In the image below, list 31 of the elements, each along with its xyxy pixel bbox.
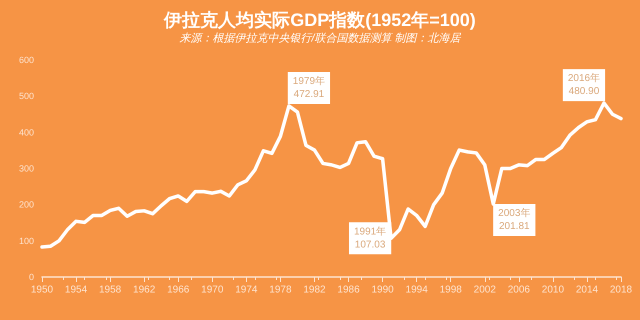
x-tick-label: 1962 (133, 284, 156, 296)
x-tick-label: 1954 (64, 284, 88, 296)
x-tick-label: 1958 (98, 284, 122, 296)
chart-subtitle: 来源：根据伊拉克中央银行/联合国数据测算 制图：北海居 (179, 32, 462, 44)
x-tick-label: 1990 (371, 284, 394, 296)
y-tick-label: 200 (18, 200, 34, 210)
y-tick-label: 0 (28, 272, 34, 282)
x-tick-label: 1994 (406, 284, 428, 296)
x-tick-label: 2014 (576, 284, 598, 296)
x-tick-label: 2018 (610, 284, 633, 296)
annotation: 2016年 480.90 (568, 72, 600, 98)
x-tick-label: 2002 (474, 284, 496, 296)
y-tick-label: 100 (18, 236, 34, 246)
x-tick-label: 1978 (269, 284, 292, 296)
y-tick-label: 500 (18, 91, 34, 102)
x-tick-label: 1998 (440, 284, 462, 296)
x-tick-label: 1966 (167, 284, 190, 296)
annotation: 1979年 472.91 (292, 74, 326, 100)
x-tick-label: 2006 (508, 284, 530, 296)
y-tick-label: 600 (18, 55, 34, 65)
x-tick-label: 1982 (303, 284, 326, 296)
y-tick-label: 300 (18, 164, 34, 174)
x-tick-label: 1970 (201, 284, 224, 296)
x-tick-label: 1950 (30, 284, 54, 296)
annotation: 2003年 201.81 (498, 207, 530, 232)
x-tick-label: 1974 (235, 284, 258, 296)
y-tick-label: 400 (18, 127, 34, 138)
x-tick-label: 2010 (542, 284, 564, 296)
x-tick-label: 1986 (337, 284, 360, 296)
annotation: 1991年 107.03 (354, 225, 386, 250)
chart-title: 伊拉克人均实际GDP指数(1952年=100) (163, 10, 476, 30)
